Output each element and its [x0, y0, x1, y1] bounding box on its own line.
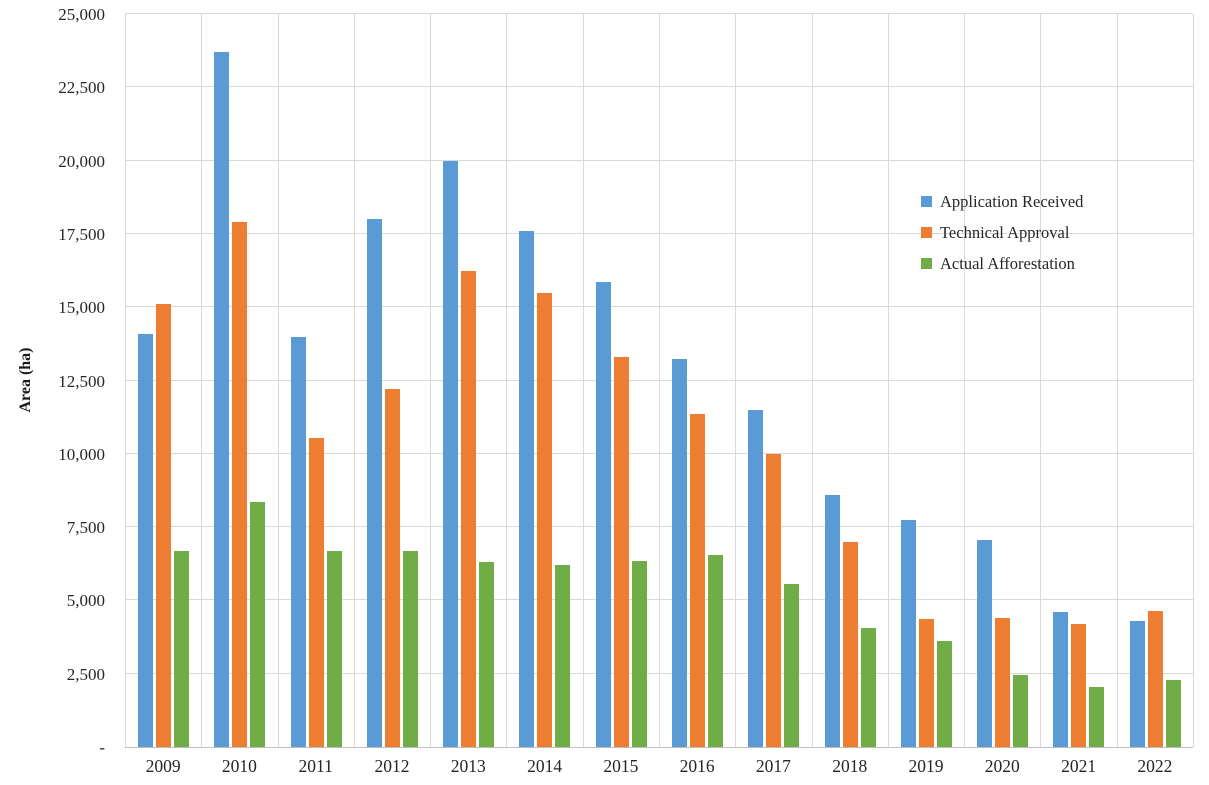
legend-label: Application Received — [940, 191, 1084, 211]
x-tick-2018: 2018 — [832, 756, 868, 776]
gridline-h-25000 — [125, 13, 1193, 14]
y-tick-2-500: 2,500 — [66, 664, 105, 684]
x-tick-2019: 2019 — [908, 756, 944, 776]
x-tick-2012: 2012 — [374, 756, 410, 776]
bar-technical-approval-2011 — [308, 437, 324, 747]
bar-actual-afforestation-2013 — [479, 562, 495, 747]
bar-application-received-2014 — [519, 230, 535, 747]
bar-actual-afforestation-2014 — [555, 565, 571, 747]
bar-application-received-2015 — [595, 282, 611, 747]
gridline-v-4 — [430, 14, 432, 747]
bar-application-received-2013 — [443, 160, 459, 747]
bar-technical-approval-2010 — [232, 222, 248, 747]
bar-actual-afforestation-2022 — [1165, 679, 1181, 747]
bar-technical-approval-2018 — [842, 541, 858, 747]
x-tick-2010: 2010 — [221, 756, 257, 776]
bar-actual-afforestation-2018 — [860, 628, 876, 747]
bar-technical-approval-2017 — [766, 453, 782, 747]
gridline-v-10 — [887, 14, 889, 747]
gridline-v-13 — [1116, 14, 1118, 747]
y-tick-zero: - — [99, 738, 105, 757]
plot-area — [125, 13, 1194, 748]
x-tick-2016: 2016 — [679, 756, 715, 776]
x-tick-2020: 2020 — [984, 756, 1020, 776]
bar-technical-approval-2012 — [384, 389, 400, 747]
x-tick-2011: 2011 — [298, 756, 333, 776]
y-tick-15-000: 15,000 — [58, 298, 105, 318]
legend-item-application-received: Application Received — [921, 191, 1083, 212]
bar-application-received-2019 — [900, 519, 916, 747]
gridline-v-8 — [735, 14, 737, 747]
gridline-v-2 — [277, 14, 279, 747]
bar-technical-approval-2013 — [461, 270, 477, 747]
bar-application-received-2016 — [672, 358, 687, 747]
x-axis-line — [125, 747, 1193, 748]
bar-actual-afforestation-2012 — [402, 550, 418, 747]
legend-swatch-icon — [921, 258, 932, 269]
legend-swatch-icon — [921, 196, 932, 207]
bar-actual-afforestation-2017 — [784, 584, 800, 747]
bar-application-received-2017 — [748, 409, 764, 747]
gridline-v-12 — [1040, 14, 1042, 747]
gridline-v-9 — [811, 14, 813, 747]
y-tick-17-500: 17,500 — [58, 224, 105, 244]
y-tick-10-000: 10,000 — [58, 444, 105, 464]
bar-application-received-2012 — [366, 219, 382, 747]
bar-application-received-2022 — [1129, 620, 1145, 747]
legend: Application Received Technical Approval Ac… — [921, 191, 1083, 284]
bar-application-received-2010 — [214, 52, 230, 747]
bar-technical-approval-2020 — [995, 618, 1011, 747]
legend-swatch-icon — [921, 227, 932, 238]
bar-application-received-2021 — [1053, 612, 1069, 747]
bar-actual-afforestation-2015 — [631, 560, 647, 747]
bar-application-received-2011 — [290, 336, 306, 747]
gridline-v-1 — [201, 14, 203, 747]
bar-actual-afforestation-2009 — [174, 550, 189, 747]
bar-technical-approval-2009 — [156, 304, 171, 747]
bar-technical-approval-2014 — [537, 292, 553, 747]
legend-label: Actual Afforestation — [940, 253, 1075, 273]
bar-actual-afforestation-2021 — [1089, 686, 1105, 747]
gridline-v-7 — [659, 14, 660, 747]
bar-technical-approval-2016 — [690, 414, 705, 747]
legend-label: Technical Approval — [940, 222, 1070, 242]
bar-actual-afforestation-2016 — [708, 554, 723, 747]
x-tick-2021: 2021 — [1061, 756, 1097, 776]
gridline-v-6 — [582, 14, 584, 747]
gridline-v-3 — [353, 14, 355, 747]
legend-item-technical-approval: Technical Approval — [921, 222, 1083, 243]
bar-technical-approval-2015 — [613, 357, 629, 747]
bar-actual-afforestation-2011 — [326, 550, 342, 747]
bar-application-received-2020 — [977, 540, 993, 747]
legend-item-actual-afforestation: Actual Afforestation — [921, 253, 1083, 274]
bar-actual-afforestation-2019 — [936, 641, 952, 747]
y-tick-5-000: 5,000 — [66, 591, 105, 611]
bar-technical-approval-2022 — [1147, 610, 1163, 747]
bar-application-received-2018 — [824, 494, 840, 747]
y-tick-12-500: 12,500 — [58, 371, 105, 391]
x-tick-2015: 2015 — [603, 756, 639, 776]
bar-application-received-2009 — [138, 333, 153, 747]
gridline-v-5 — [506, 14, 508, 747]
bar-technical-approval-2019 — [918, 619, 934, 747]
bar-technical-approval-2021 — [1071, 623, 1087, 747]
bar-actual-afforestation-2020 — [1013, 675, 1029, 747]
bar-actual-afforestation-2010 — [250, 502, 266, 747]
gridline-v-11 — [964, 14, 966, 747]
gridline-v-14 — [1193, 14, 1194, 747]
x-tick-2009: 2009 — [145, 756, 181, 776]
y-tick-25-000: 25,000 — [58, 5, 105, 24]
x-tick-2017: 2017 — [755, 756, 791, 776]
y-tick-7-500: 7,500 — [66, 518, 105, 538]
x-tick-2022: 2022 — [1137, 756, 1173, 776]
gridline-v-0 — [125, 14, 126, 747]
y-tick-22-500: 22,500 — [58, 78, 105, 98]
x-tick-2014: 2014 — [527, 756, 563, 776]
y-tick-20-000: 20,000 — [58, 151, 105, 171]
x-tick-2013: 2013 — [450, 756, 486, 776]
